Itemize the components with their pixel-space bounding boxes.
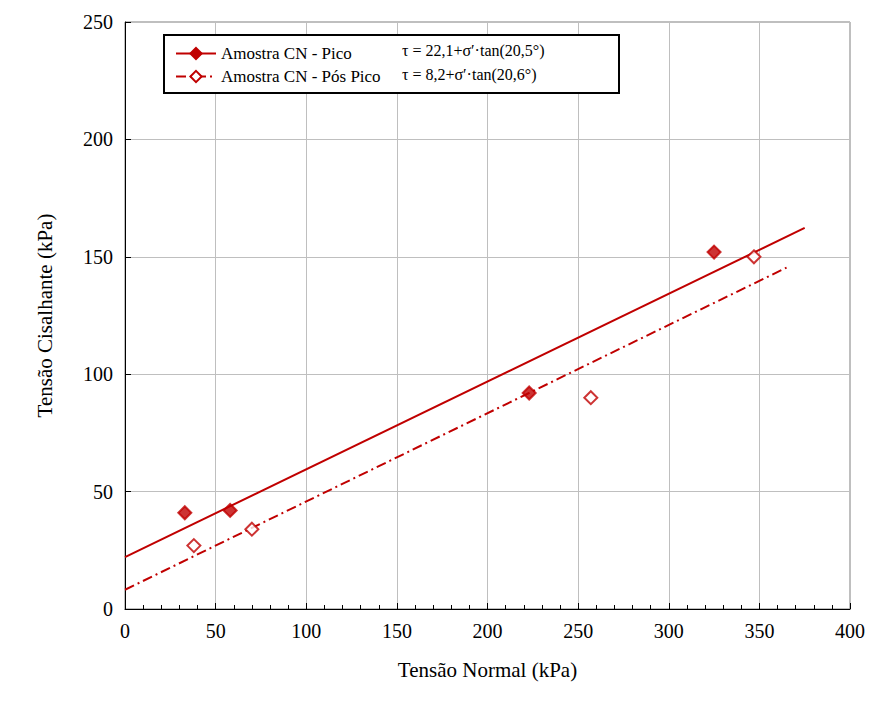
svg-text:350: 350 bbox=[744, 620, 774, 642]
svg-text:250: 250 bbox=[563, 620, 593, 642]
svg-text:200: 200 bbox=[473, 620, 503, 642]
svg-text:150: 150 bbox=[83, 246, 113, 268]
svg-text:Tensão Normal (kPa): Tensão Normal (kPa) bbox=[398, 658, 577, 682]
svg-text:100: 100 bbox=[291, 620, 321, 642]
svg-text:300: 300 bbox=[654, 620, 684, 642]
svg-text:Amostra CN - Pico: Amostra CN - Pico bbox=[221, 44, 352, 63]
svg-text:50: 50 bbox=[206, 620, 226, 642]
svg-text:0: 0 bbox=[120, 620, 130, 642]
svg-text:250: 250 bbox=[83, 11, 113, 33]
svg-text:Tensão Cisalhante (kPa): Tensão Cisalhante (kPa) bbox=[33, 214, 57, 418]
svg-text:200: 200 bbox=[83, 128, 113, 150]
svg-text:100: 100 bbox=[83, 363, 113, 385]
svg-text:150: 150 bbox=[382, 620, 412, 642]
svg-text:Amostra CN - Pós Pico: Amostra CN - Pós Pico bbox=[221, 67, 381, 86]
svg-text:400: 400 bbox=[835, 620, 865, 642]
svg-text:τ = 8,2+σ′·tan(20,6°): τ = 8,2+σ′·tan(20,6°) bbox=[402, 66, 537, 84]
svg-text:τ = 22,1+σ′·tan(20,5°): τ = 22,1+σ′·tan(20,5°) bbox=[402, 42, 545, 60]
svg-text:50: 50 bbox=[93, 481, 113, 503]
svg-text:0: 0 bbox=[103, 598, 113, 620]
